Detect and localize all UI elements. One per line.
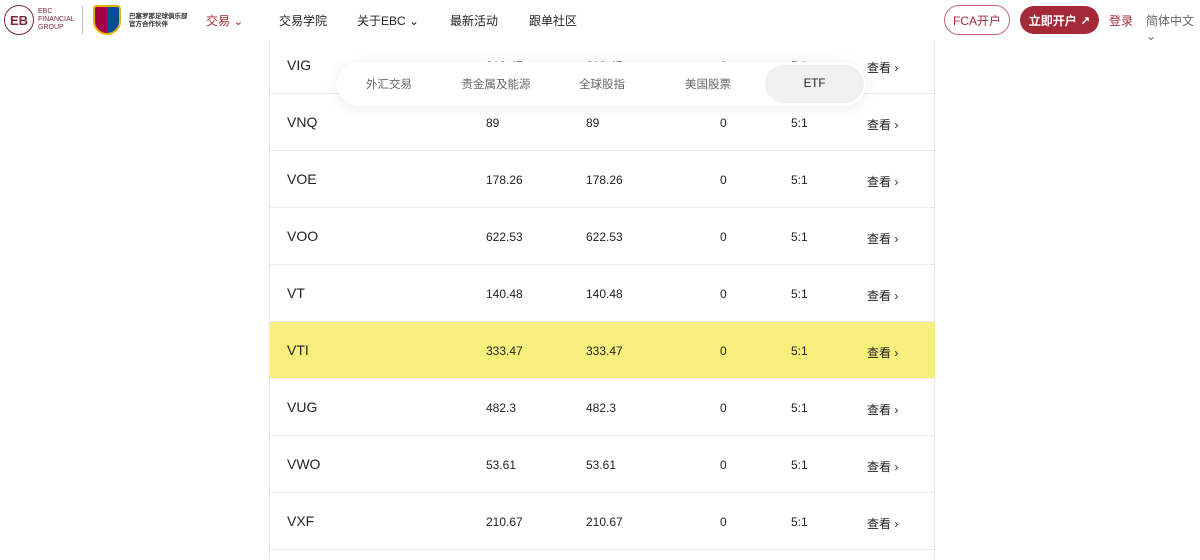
ebc-logo-mark: EB: [4, 5, 34, 35]
view-link[interactable]: 查看 ›: [867, 403, 899, 417]
view-link[interactable]: 查看 ›: [867, 118, 899, 132]
fca-account-button[interactable]: FCA开户: [944, 5, 1010, 35]
nav-academy[interactable]: 交易学院: [279, 14, 328, 28]
ask-cell: 622.53: [586, 230, 623, 244]
table-row: VWO 53.61 53.61 0 5:1 查看 ›: [270, 436, 935, 493]
symbol-cell: VIG: [287, 57, 312, 73]
nav-copy-trading[interactable]: 跟单社区: [529, 14, 578, 28]
spread-cell: 0: [720, 173, 727, 187]
spread-cell: 0: [720, 515, 727, 529]
logo-divider: [82, 6, 83, 34]
symbol-cell: VOE: [287, 171, 317, 187]
category-tabs: 外汇交易 贵金属及能源 全球股指 美国股票 ETF: [337, 62, 866, 106]
table-row: VTI 333.47 333.47 0 5:1 查看 ›: [270, 322, 935, 379]
symbol-cell: VXF: [287, 513, 315, 529]
view-link[interactable]: 查看 ›: [867, 346, 899, 360]
open-account-button[interactable]: 立即开户 ↗: [1020, 6, 1099, 34]
bid-cell: 482.3: [486, 401, 517, 415]
bid-cell: 53.61: [486, 458, 517, 472]
partner-line: 官方合作伙伴: [129, 21, 168, 28]
spread-cell: 0: [720, 116, 727, 130]
nav-trade[interactable]: 交易 ⌄: [206, 14, 244, 28]
tab-us-stocks[interactable]: 美国股票: [685, 79, 731, 91]
leverage-cell: 5:1: [791, 287, 808, 301]
bid-cell: 210.67: [486, 515, 523, 529]
language-select[interactable]: 简体中文 ⌄: [1146, 14, 1195, 43]
symbol-cell: VWO: [287, 456, 321, 472]
bid-cell: 178.26: [486, 173, 523, 187]
tab-metals-energy[interactable]: 贵金属及能源: [461, 79, 531, 91]
table-row: VOO 622.53 622.53 0 5:1 查看 ›: [270, 208, 935, 265]
fcb-crest-icon: [93, 5, 121, 35]
leverage-cell: 5:1: [791, 230, 808, 244]
symbol-cell: VNQ: [287, 114, 318, 130]
table-row: VT 140.48 140.48 0 5:1 查看 ›: [270, 265, 935, 322]
logo-line: EBC: [38, 8, 53, 15]
spread-cell: 0: [720, 230, 727, 244]
bid-cell: 89: [486, 116, 500, 130]
partner-text: 巴塞罗那足球俱乐部 官方合作伙伴: [129, 13, 188, 29]
top-nav: EB EBC FINANCIAL GROUP 巴塞罗那足球俱乐部 官方合作伙伴 …: [0, 0, 1200, 43]
view-link[interactable]: 查看 ›: [867, 61, 899, 75]
spread-cell: 0: [720, 287, 727, 301]
ask-cell: 178.26: [586, 173, 623, 187]
ask-cell: 482.3: [586, 401, 617, 415]
symbol-cell: VT: [287, 285, 305, 301]
ask-cell: 333.47: [586, 344, 623, 358]
symbol-cell: VOO: [287, 228, 319, 244]
leverage-cell: 5:1: [791, 344, 808, 358]
ebc-logo[interactable]: EB EBC FINANCIAL GROUP: [4, 5, 75, 35]
partner-line: 巴塞罗那足球俱乐部: [129, 13, 188, 20]
view-link[interactable]: 查看 ›: [867, 460, 899, 474]
leverage-cell: 5:1: [791, 515, 808, 529]
spread-cell: 0: [720, 458, 727, 472]
nav-events[interactable]: 最新活动: [450, 14, 499, 28]
nav-about[interactable]: 关于EBC ⌄: [357, 14, 420, 28]
leverage-cell: 5:1: [791, 401, 808, 415]
ask-cell: 89: [586, 116, 600, 130]
symbol-cell: VUG: [287, 399, 318, 415]
ask-cell: 53.61: [586, 458, 617, 472]
bid-cell: 622.53: [486, 230, 523, 244]
view-link[interactable]: 查看 ›: [867, 232, 899, 246]
bid-cell: 333.47: [486, 344, 523, 358]
tab-etf[interactable]: ETF: [765, 65, 864, 103]
spread-cell: 0: [720, 401, 727, 415]
leverage-cell: 5:1: [791, 116, 808, 130]
symbol-cell: VTI: [287, 342, 309, 358]
spread-cell: 0: [720, 344, 727, 358]
login-link[interactable]: 登录: [1109, 14, 1134, 28]
table-row: VOE 178.26 178.26 0 5:1 查看 ›: [270, 151, 935, 208]
ask-cell: 210.67: [586, 515, 623, 529]
ebc-logo-text: EBC FINANCIAL GROUP: [38, 8, 75, 32]
logo-line: FINANCIAL: [38, 16, 75, 23]
view-link[interactable]: 查看 ›: [867, 175, 899, 189]
bid-cell: 140.48: [486, 287, 523, 301]
table-row: VNQ 89 89 0 5:1 查看 ›: [270, 94, 935, 151]
tab-indices[interactable]: 全球股指: [579, 79, 625, 91]
tab-forex[interactable]: 外汇交易: [366, 79, 412, 91]
logo-line: GROUP: [38, 24, 64, 31]
table-row: VUG 482.3 482.3 0 5:1 查看 ›: [270, 379, 935, 436]
leverage-cell: 5:1: [791, 458, 808, 472]
view-link[interactable]: 查看 ›: [867, 517, 899, 531]
table-row: VXF 210.67 210.67 0 5:1 查看 ›: [270, 493, 935, 550]
view-link[interactable]: 查看 ›: [867, 289, 899, 303]
leverage-cell: 5:1: [791, 173, 808, 187]
ask-cell: 140.48: [586, 287, 623, 301]
